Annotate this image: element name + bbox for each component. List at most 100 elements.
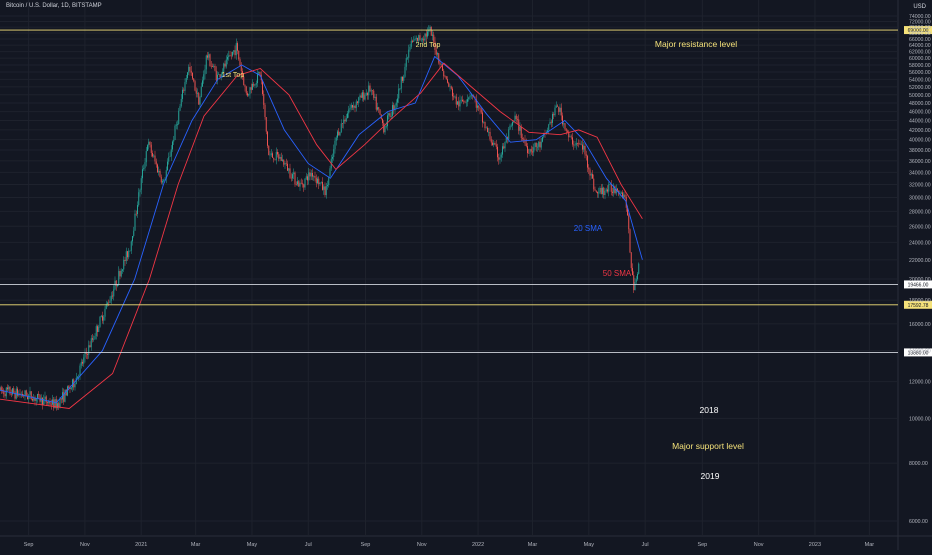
candle-body xyxy=(122,269,123,271)
candle-body xyxy=(382,119,383,124)
annotation-label: 2018 xyxy=(700,405,719,415)
candle-body xyxy=(39,395,41,402)
candle-body xyxy=(19,393,21,395)
candle-body xyxy=(623,194,625,198)
candle-body xyxy=(489,131,491,140)
candle-body xyxy=(165,170,167,180)
candle-body xyxy=(529,149,531,154)
candle-body xyxy=(103,316,105,321)
candle-body xyxy=(435,50,437,55)
candle-body xyxy=(63,392,65,402)
candle-body xyxy=(64,389,66,402)
candle-body xyxy=(577,142,578,144)
candle-body xyxy=(44,396,46,400)
candle-body xyxy=(358,97,360,103)
candle-body xyxy=(107,302,108,304)
candle-body xyxy=(387,115,388,127)
candle-body xyxy=(329,168,331,177)
candle-body xyxy=(78,375,80,377)
candle-body xyxy=(434,41,436,51)
candle-body xyxy=(195,90,197,94)
candle-body xyxy=(573,144,575,146)
candle-body xyxy=(98,326,100,332)
candle-body xyxy=(204,69,206,75)
candle-body xyxy=(499,157,501,160)
candle-body xyxy=(82,361,83,364)
candle-body xyxy=(632,268,633,276)
candle-body xyxy=(207,55,208,58)
candle-body xyxy=(622,192,623,198)
sma50-line xyxy=(0,62,643,409)
candle-body xyxy=(360,95,362,98)
candle-body xyxy=(353,105,355,108)
candle-body xyxy=(318,178,320,185)
candle-body xyxy=(268,145,270,156)
candle-body xyxy=(638,263,640,274)
y-tick-label: 74000.00 xyxy=(909,14,931,20)
candle-body xyxy=(277,151,278,155)
candle-body xyxy=(323,186,325,190)
candle-body xyxy=(265,117,267,132)
candle-body xyxy=(0,387,2,391)
candle-body xyxy=(423,38,425,41)
x-tick-label: 2022 xyxy=(472,542,484,548)
candle-body xyxy=(635,279,637,282)
candle-body xyxy=(409,46,411,50)
candle-body xyxy=(497,146,498,158)
candle-body xyxy=(370,90,372,92)
candle-body xyxy=(158,170,160,173)
candle-body xyxy=(502,146,503,155)
candle-body xyxy=(135,213,137,215)
candle-body xyxy=(462,99,463,102)
candle-body xyxy=(222,71,223,74)
candle-body xyxy=(149,141,151,145)
candle-body xyxy=(508,129,510,140)
candle-body xyxy=(123,259,125,270)
candle-body xyxy=(74,384,76,388)
candle-body xyxy=(269,154,271,156)
candle-body xyxy=(390,115,392,117)
candle-body xyxy=(143,167,145,170)
candle-body xyxy=(614,186,616,194)
candle-body xyxy=(14,392,16,399)
candle-body xyxy=(3,390,5,395)
candle-body xyxy=(332,156,333,159)
candle-body xyxy=(367,93,368,96)
candle-body xyxy=(617,188,618,191)
candle-body xyxy=(109,300,111,303)
y-tick-label: 64000.00 xyxy=(909,43,931,49)
candle-body xyxy=(17,388,18,396)
chart-title: Bitcoin / U.S. Dollar, 1D, BITSTAMP xyxy=(6,3,102,9)
candle-body xyxy=(154,155,156,162)
candle-body xyxy=(120,270,122,277)
candle-body xyxy=(488,131,490,133)
candle-body xyxy=(593,178,595,190)
y-tick-label: 48000.00 xyxy=(909,101,931,107)
level-price-tag xyxy=(904,300,932,309)
candle-body xyxy=(289,168,291,178)
candle-body xyxy=(437,53,438,55)
candle-body xyxy=(408,49,410,58)
candle-body xyxy=(385,126,387,127)
y-tick-label: 52000.00 xyxy=(909,85,931,91)
candle-body xyxy=(470,95,472,97)
candle-body xyxy=(445,76,447,80)
candle-body xyxy=(54,399,56,408)
candle-body xyxy=(393,105,395,111)
x-tick-label: Sep xyxy=(361,542,371,548)
level-price-tag xyxy=(904,26,932,35)
candle-body xyxy=(224,63,226,67)
candle-body xyxy=(310,173,312,177)
candle-body xyxy=(45,396,47,403)
candle-body xyxy=(322,181,323,190)
y-tick-label: 6000.00 xyxy=(909,519,928,525)
candle-body xyxy=(250,87,252,90)
candle-body xyxy=(399,88,401,90)
candle-body xyxy=(525,143,527,147)
candle-body xyxy=(178,110,180,125)
candle-body xyxy=(527,146,528,154)
candle-body xyxy=(304,178,306,188)
candle-body xyxy=(237,43,238,51)
